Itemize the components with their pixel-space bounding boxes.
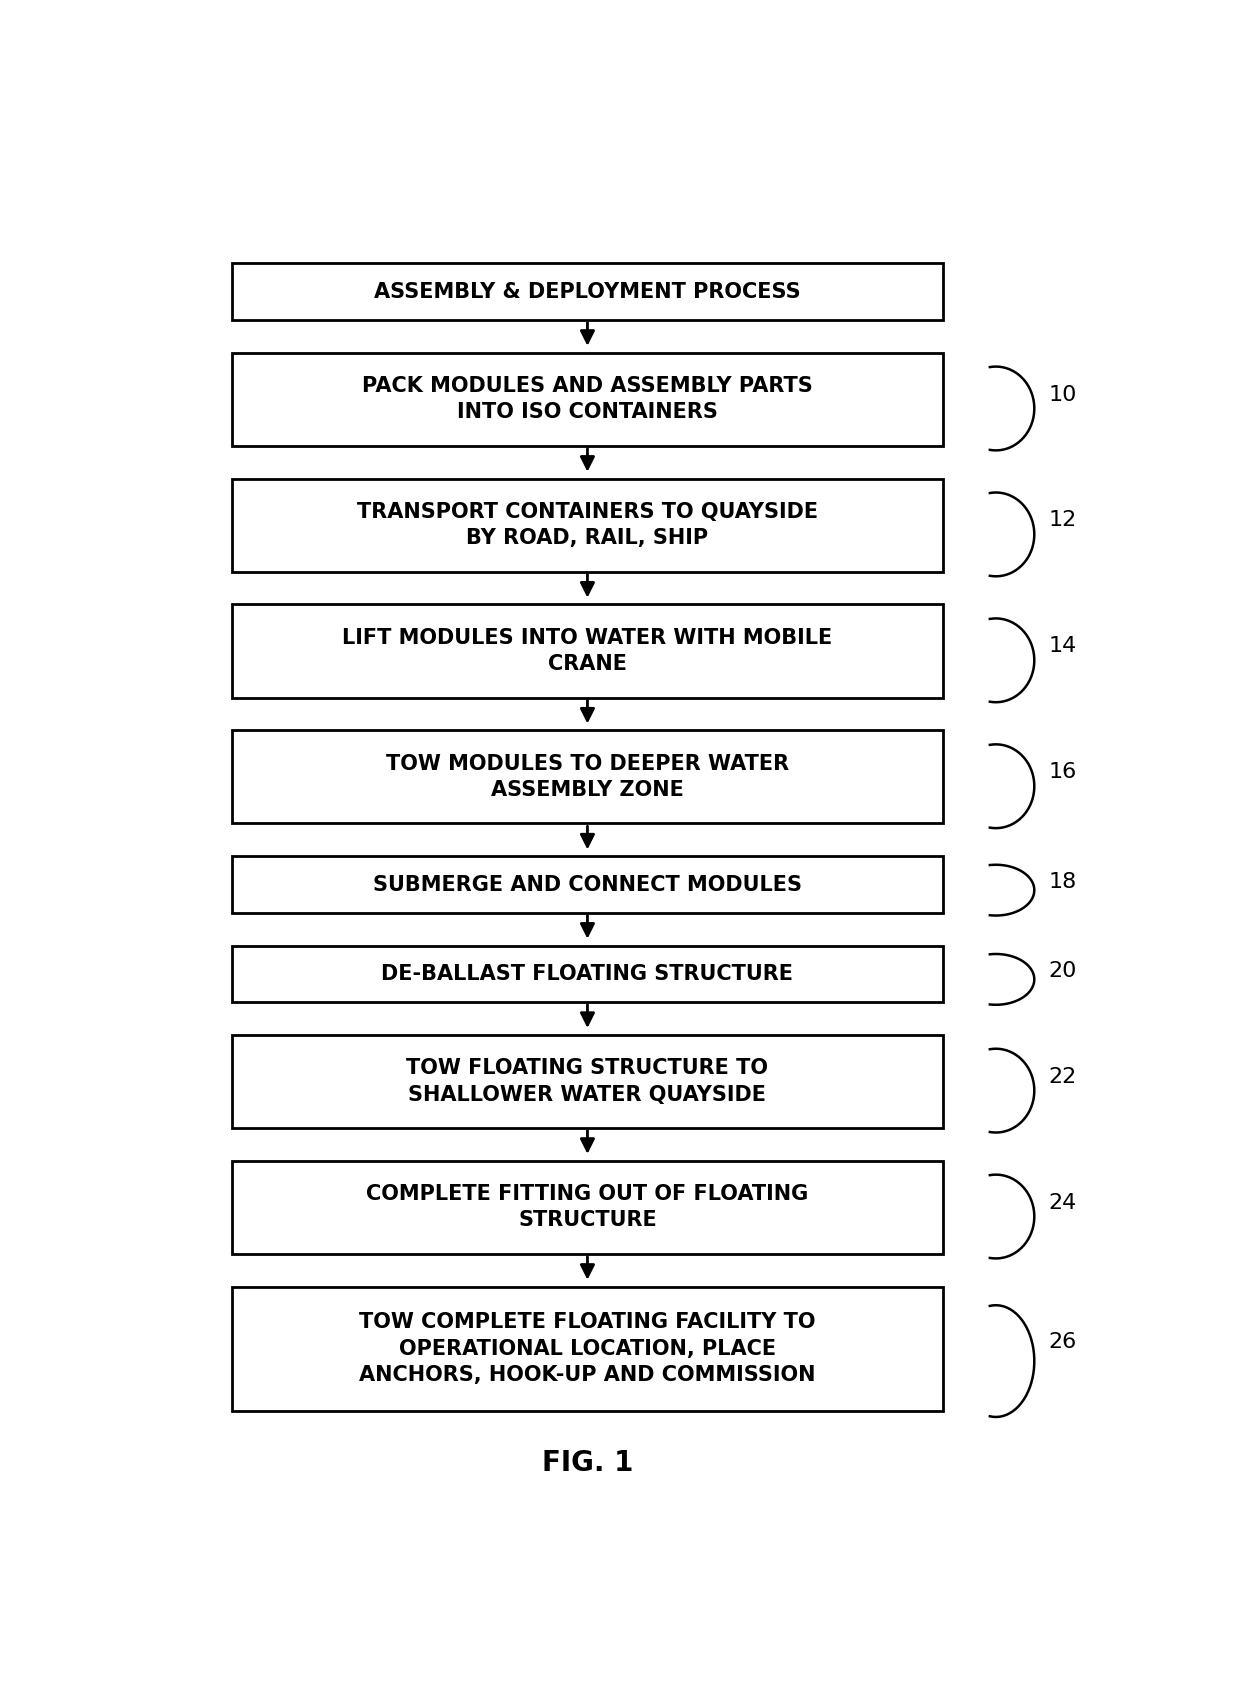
Bar bbox=[232, 353, 942, 446]
Text: PACK MODULES AND ASSEMBLY PARTS
INTO ISO CONTAINERS: PACK MODULES AND ASSEMBLY PARTS INTO ISO… bbox=[362, 376, 813, 422]
Text: 10: 10 bbox=[1049, 385, 1078, 405]
Text: COMPLETE FITTING OUT OF FLOATING
STRUCTURE: COMPLETE FITTING OUT OF FLOATING STRUCTU… bbox=[366, 1184, 808, 1231]
Bar bbox=[232, 605, 942, 698]
Bar bbox=[232, 945, 942, 1001]
Text: 14: 14 bbox=[1049, 637, 1078, 656]
Text: LIFT MODULES INTO WATER WITH MOBILE
CRANE: LIFT MODULES INTO WATER WITH MOBILE CRAN… bbox=[342, 628, 832, 674]
Bar bbox=[232, 1161, 942, 1253]
Text: 22: 22 bbox=[1049, 1066, 1078, 1087]
Bar bbox=[232, 1035, 942, 1127]
Bar bbox=[232, 264, 942, 320]
Text: TOW FLOATING STRUCTURE TO
SHALLOWER WATER QUAYSIDE: TOW FLOATING STRUCTURE TO SHALLOWER WATE… bbox=[407, 1058, 769, 1105]
Bar bbox=[232, 479, 942, 572]
Text: 26: 26 bbox=[1049, 1332, 1078, 1352]
Text: 18: 18 bbox=[1049, 872, 1078, 892]
Bar bbox=[232, 1286, 942, 1410]
Bar bbox=[232, 731, 942, 824]
Text: TOW COMPLETE FLOATING FACILITY TO
OPERATIONAL LOCATION, PLACE
ANCHORS, HOOK-UP A: TOW COMPLETE FLOATING FACILITY TO OPERAT… bbox=[360, 1313, 816, 1385]
Text: 16: 16 bbox=[1049, 763, 1078, 782]
Text: ASSEMBLY & DEPLOYMENT PROCESS: ASSEMBLY & DEPLOYMENT PROCESS bbox=[374, 281, 801, 301]
Text: DE-BALLAST FLOATING STRUCTURE: DE-BALLAST FLOATING STRUCTURE bbox=[382, 964, 794, 984]
Text: 24: 24 bbox=[1049, 1192, 1078, 1213]
Text: FIG. 1: FIG. 1 bbox=[542, 1449, 634, 1477]
Text: TOW MODULES TO DEEPER WATER
ASSEMBLY ZONE: TOW MODULES TO DEEPER WATER ASSEMBLY ZON… bbox=[386, 754, 789, 800]
Text: TRANSPORT CONTAINERS TO QUAYSIDE
BY ROAD, RAIL, SHIP: TRANSPORT CONTAINERS TO QUAYSIDE BY ROAD… bbox=[357, 502, 818, 548]
Text: SUBMERGE AND CONNECT MODULES: SUBMERGE AND CONNECT MODULES bbox=[373, 875, 802, 894]
Bar bbox=[232, 857, 942, 913]
Text: 12: 12 bbox=[1049, 511, 1078, 530]
Text: 20: 20 bbox=[1049, 960, 1078, 981]
